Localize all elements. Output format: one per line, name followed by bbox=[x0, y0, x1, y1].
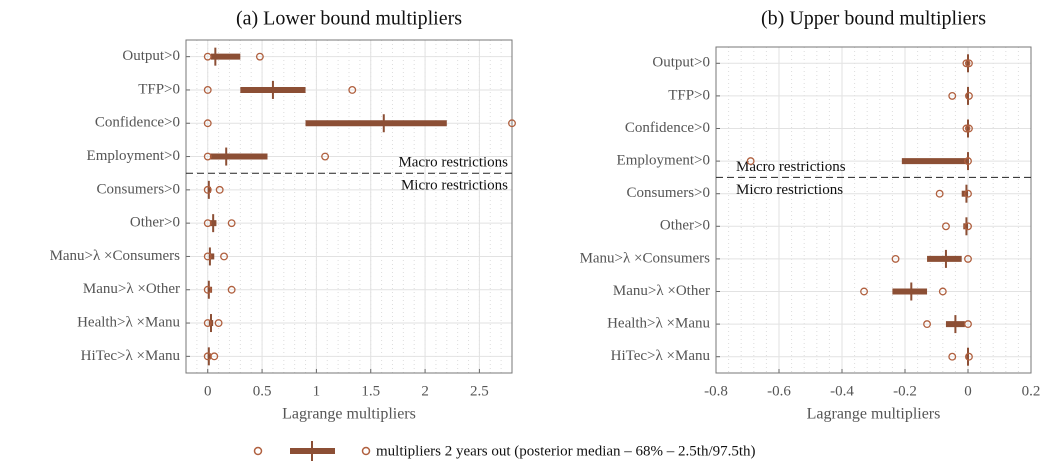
percentile-marker bbox=[203, 119, 212, 128]
y-tick-label: Manu>λ ×Consumers bbox=[580, 250, 711, 266]
legend-marker bbox=[253, 446, 263, 456]
y-tick-label: Health>λ ×Manu bbox=[607, 316, 710, 332]
percentile-marker bbox=[948, 91, 957, 100]
x-tick-label: -0.8 bbox=[704, 383, 728, 399]
y-tick-label: Output>0 bbox=[652, 55, 710, 71]
percentile-marker bbox=[508, 119, 516, 128]
y-tick-label: TFP>0 bbox=[668, 87, 710, 103]
y-tick-label: Manu>λ ×Other bbox=[83, 281, 180, 297]
x-tick-label: 1.5 bbox=[361, 383, 380, 399]
percentile-marker bbox=[203, 85, 212, 94]
x-tick-label: -0.2 bbox=[893, 383, 917, 399]
x-axis-label: Lagrange multipliers bbox=[282, 406, 416, 423]
plot-area bbox=[186, 40, 512, 373]
y-tick-label: HiTec>λ ×Manu bbox=[81, 348, 181, 364]
percentile-marker bbox=[227, 285, 236, 294]
percentile-marker bbox=[964, 254, 972, 263]
percentile-marker bbox=[942, 222, 950, 231]
percentile-marker bbox=[860, 287, 868, 296]
x-tick-label: 2.5 bbox=[470, 383, 489, 399]
percentile-marker bbox=[964, 157, 972, 166]
annotation: Macro restrictions bbox=[398, 155, 508, 171]
annotation: Micro restrictions bbox=[736, 182, 843, 198]
percentile-marker bbox=[964, 189, 972, 198]
percentile-marker bbox=[923, 320, 931, 329]
percentile-marker bbox=[891, 254, 900, 263]
x-tick-label: 0 bbox=[964, 383, 972, 399]
percentile-marker bbox=[203, 52, 212, 61]
y-tick-label: Manu>λ ×Other bbox=[613, 283, 710, 299]
y-tick-label: Consumers>0 bbox=[627, 185, 710, 201]
percentile-marker bbox=[220, 252, 228, 261]
percentile-marker bbox=[964, 320, 972, 329]
percentile-marker bbox=[321, 152, 330, 161]
y-tick-label: Employment>0 bbox=[617, 153, 710, 169]
percentile-marker bbox=[964, 124, 973, 133]
chart-title: (a) Lower bound multipliers bbox=[236, 8, 462, 30]
x-tick-label: -0.4 bbox=[830, 383, 854, 399]
plot-area bbox=[716, 47, 1031, 373]
percentile-marker bbox=[203, 185, 212, 194]
percentile-marker bbox=[227, 219, 236, 228]
percentile-marker bbox=[215, 185, 224, 194]
plot-frame bbox=[185, 39, 513, 374]
percentile-marker bbox=[210, 352, 219, 361]
y-tick-label: TFP>0 bbox=[138, 81, 180, 97]
percentile-marker bbox=[255, 52, 264, 61]
y-tick-label: Employment>0 bbox=[87, 148, 180, 164]
percentile-marker bbox=[746, 157, 755, 166]
percentile-marker bbox=[203, 285, 212, 294]
x-tick-label: 0 bbox=[204, 383, 212, 399]
y-tick-label: Confidence>0 bbox=[625, 120, 710, 136]
percentile-marker bbox=[214, 319, 223, 327]
annotation: Micro restrictions bbox=[401, 178, 508, 194]
x-tick-label: 1 bbox=[313, 383, 321, 399]
legend-label: multipliers 2 years out (posterior media… bbox=[376, 443, 756, 459]
percentile-marker bbox=[964, 91, 973, 100]
percentile-marker bbox=[203, 252, 212, 261]
legend-marker bbox=[361, 446, 371, 456]
percentile-marker bbox=[935, 189, 944, 198]
legend: multipliers 2 years out (posterior media… bbox=[253, 441, 756, 461]
percentile-marker bbox=[203, 319, 212, 327]
x-tick-label: 0.5 bbox=[253, 383, 272, 399]
x-tick-label: 0.2 bbox=[1022, 383, 1041, 399]
percentile-marker bbox=[962, 59, 971, 68]
x-tick-label: 2 bbox=[421, 383, 429, 399]
x-axis-label: Lagrange multipliers bbox=[807, 406, 941, 423]
percentile-marker bbox=[203, 152, 212, 161]
annotation: Macro restrictions bbox=[736, 159, 846, 175]
y-tick-label: Consumers>0 bbox=[97, 181, 180, 197]
x-tick-label: -0.6 bbox=[767, 383, 791, 399]
percentile-marker bbox=[348, 85, 357, 94]
percentile-marker bbox=[964, 59, 973, 68]
percentile-marker bbox=[938, 287, 947, 296]
percentile-marker bbox=[203, 219, 212, 228]
y-tick-label: Other>0 bbox=[130, 215, 180, 231]
percentile-marker bbox=[948, 352, 957, 361]
plot-frame bbox=[715, 46, 1032, 374]
y-tick-label: Confidence>0 bbox=[95, 115, 180, 131]
percentile-marker bbox=[962, 124, 971, 133]
y-tick-label: Output>0 bbox=[122, 48, 180, 64]
percentile-marker bbox=[964, 352, 973, 361]
chart-title: (b) Upper bound multipliers bbox=[761, 8, 986, 30]
y-tick-label: HiTec>λ ×Manu bbox=[611, 348, 711, 364]
y-tick-label: Health>λ ×Manu bbox=[77, 314, 180, 330]
percentile-marker bbox=[964, 222, 972, 231]
y-tick-label: Other>0 bbox=[660, 218, 710, 234]
y-tick-label: Manu>λ ×Consumers bbox=[50, 248, 181, 264]
